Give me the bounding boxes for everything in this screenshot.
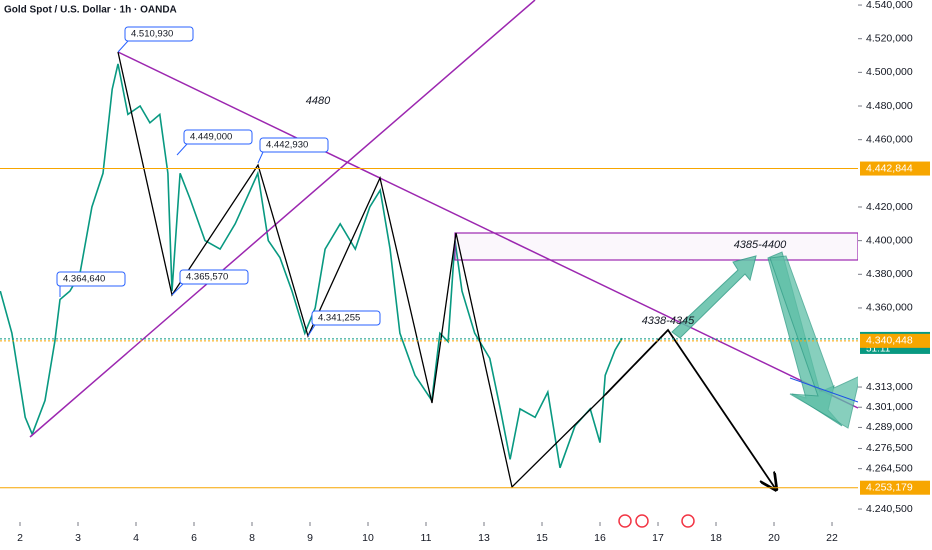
price-label: 4.442,844 xyxy=(866,162,913,174)
trend-line xyxy=(789,377,859,403)
price-label-box xyxy=(860,333,930,348)
x-tick-label: 13 xyxy=(478,532,490,544)
note: 4385-4400 xyxy=(734,239,787,251)
price-label: 4.340,448 xyxy=(866,335,913,347)
y-tick-label: 4.420,000 xyxy=(866,201,913,213)
note: 4338-4345 xyxy=(642,315,695,327)
callout-box xyxy=(183,129,253,145)
price-axis xyxy=(858,0,932,522)
y-tick-label: 4.520,000 xyxy=(866,32,913,44)
x-tick-label: 15 xyxy=(536,532,548,544)
callout-box xyxy=(56,271,126,287)
x-tick-label: 11 xyxy=(421,532,432,544)
x-tick-label: 2 xyxy=(17,532,23,544)
callout-text: 4.341,255 xyxy=(318,313,360,324)
callout-box xyxy=(124,26,194,42)
callout-pointer xyxy=(171,283,184,296)
zone xyxy=(454,232,859,261)
y-tick-label: 4.313,000 xyxy=(866,381,913,393)
y-tick-label: 4.276,500 xyxy=(866,442,913,454)
x-tick-label: 22 xyxy=(826,532,838,544)
x-tick-label: 4 xyxy=(133,532,139,544)
callout-text: 4.449,000 xyxy=(190,132,232,143)
y-tick-label: 4.480,000 xyxy=(866,100,913,112)
chart-title: Gold Spot / U.S. Dollar · 1h · OANDA xyxy=(4,5,177,16)
y-tick-label: 4.380,000 xyxy=(866,268,913,280)
y-tick-label: 4.240,500 xyxy=(866,503,913,515)
x-tick-label: 6 xyxy=(191,532,197,544)
y-tick-label: 4.460,000 xyxy=(866,133,913,145)
callout-text: 4.442,930 xyxy=(266,140,308,151)
event-icon xyxy=(618,514,632,528)
trend-line xyxy=(29,0,536,438)
callout-text: 4.510,930 xyxy=(131,29,173,40)
callout-pointer xyxy=(307,324,316,337)
projection xyxy=(604,328,775,488)
x-tick-label: 10 xyxy=(362,532,374,544)
trend-line xyxy=(117,51,859,409)
y-tick-label: 4.301,000 xyxy=(866,401,913,413)
callout-box xyxy=(311,310,381,326)
callout-pointer xyxy=(117,40,129,53)
countdown: 51:11 xyxy=(866,344,891,355)
zigzag xyxy=(117,51,606,489)
price-label: 4.253,179 xyxy=(866,481,913,493)
note: 4480 xyxy=(306,95,331,107)
x-tick-label: 8 xyxy=(249,532,255,544)
up-arrow xyxy=(671,255,757,339)
callout-pointer xyxy=(176,143,188,156)
y-tick-label: 4.264,500 xyxy=(866,462,913,474)
x-tick-label: 20 xyxy=(768,532,780,544)
event-icon xyxy=(681,514,695,528)
x-tick-label: 3 xyxy=(75,532,81,544)
y-tick-label: 4.540,000 xyxy=(866,0,913,11)
x-tick-label: 18 xyxy=(710,532,722,544)
callout-pointer xyxy=(257,151,264,164)
down-arrow xyxy=(769,255,861,429)
drawings xyxy=(0,0,861,489)
y-tick-label: 4.400,000 xyxy=(866,234,913,246)
x-tick-label: 17 xyxy=(652,532,664,544)
callout-text: 4.365,570 xyxy=(186,272,228,283)
event-icon xyxy=(635,514,649,528)
callout-box xyxy=(259,137,329,153)
y-tick-label: 4.289,000 xyxy=(866,421,913,433)
x-tick-label: 16 xyxy=(594,532,606,544)
price-label-box xyxy=(860,161,930,176)
callout-text: 4.364,640 xyxy=(63,274,105,285)
y-tick-label: 4.500,000 xyxy=(866,66,913,78)
price-label-box xyxy=(860,480,930,495)
callout-box xyxy=(179,269,249,285)
y-tick-label: 4.360,000 xyxy=(866,302,913,314)
x-tick-label: 9 xyxy=(307,532,313,544)
price-line-series xyxy=(0,63,623,469)
